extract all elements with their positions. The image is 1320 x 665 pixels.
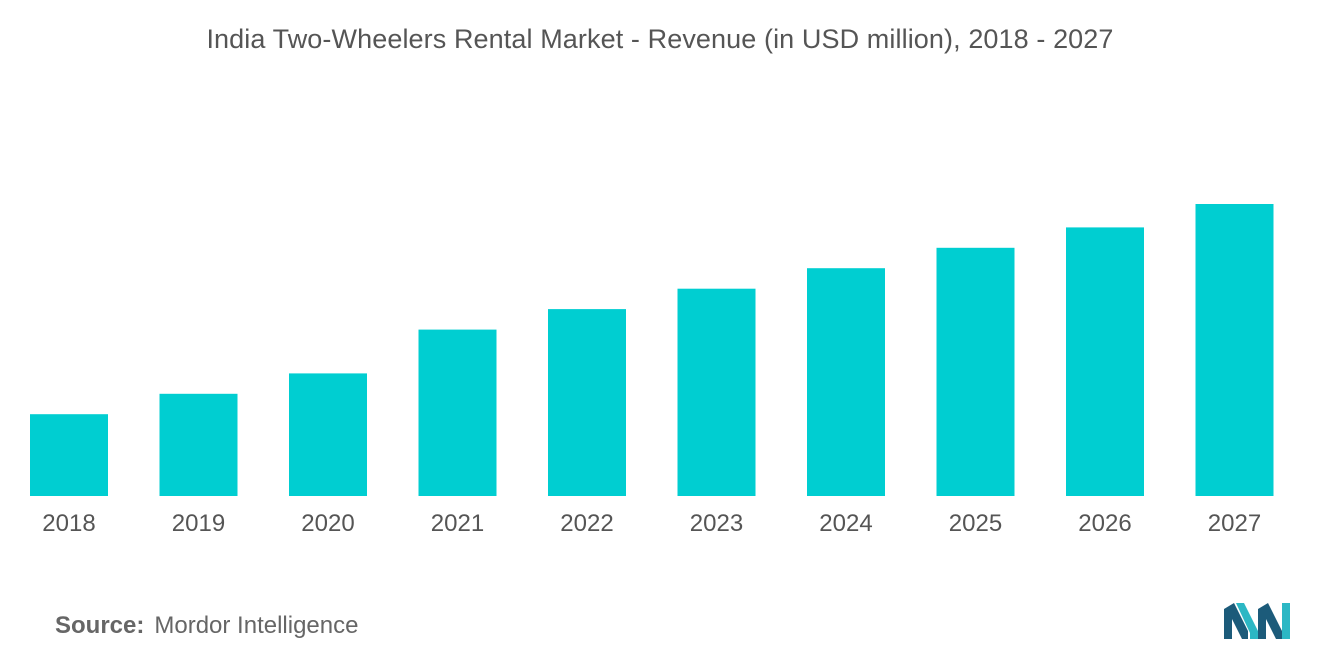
bar-2020 — [289, 373, 367, 496]
source-note: Source: Mordor Intelligence — [55, 612, 358, 640]
x-tick-label-2026: 2026 — [1078, 510, 1131, 537]
source-text: Mordor Intelligence — [154, 612, 359, 639]
bar-2027 — [1195, 204, 1274, 496]
mordor-intelligence-logo-icon — [1224, 603, 1290, 639]
bar-2018 — [30, 414, 108, 496]
bar-2019 — [159, 393, 238, 496]
bars-group — [30, 204, 1274, 496]
x-tick-label-2021: 2021 — [431, 510, 484, 537]
chart-title: India Two-Wheelers Rental Market - Reven… — [206, 24, 1114, 54]
source-label: Source: — [55, 612, 145, 639]
x-tick-label-2019: 2019 — [172, 510, 225, 537]
x-tick-label-2018: 2018 — [42, 510, 95, 537]
x-tick-label-2022: 2022 — [560, 510, 613, 537]
bar-2022 — [548, 309, 626, 496]
bar-2021 — [418, 329, 497, 496]
x-tick-label-2023: 2023 — [690, 510, 743, 537]
x-tick-label-2027: 2027 — [1208, 510, 1261, 537]
x-tick-label-2024: 2024 — [819, 510, 872, 537]
bar-2025 — [936, 247, 1015, 496]
bar-2026 — [1066, 227, 1144, 496]
x-tick-label-2020: 2020 — [301, 510, 354, 537]
bar-2024 — [807, 268, 885, 496]
x-axis-ticks: 2018 2019 2020 2021 2022 2023 2024 2025 2026 2027 — [42, 510, 1261, 537]
bar-chart: 2018 2019 2020 2021 2022 2023 2024 2025 2026 2027 — [30, 204, 1274, 537]
bar-2023 — [677, 288, 756, 496]
x-tick-label-2025: 2025 — [949, 510, 1002, 537]
